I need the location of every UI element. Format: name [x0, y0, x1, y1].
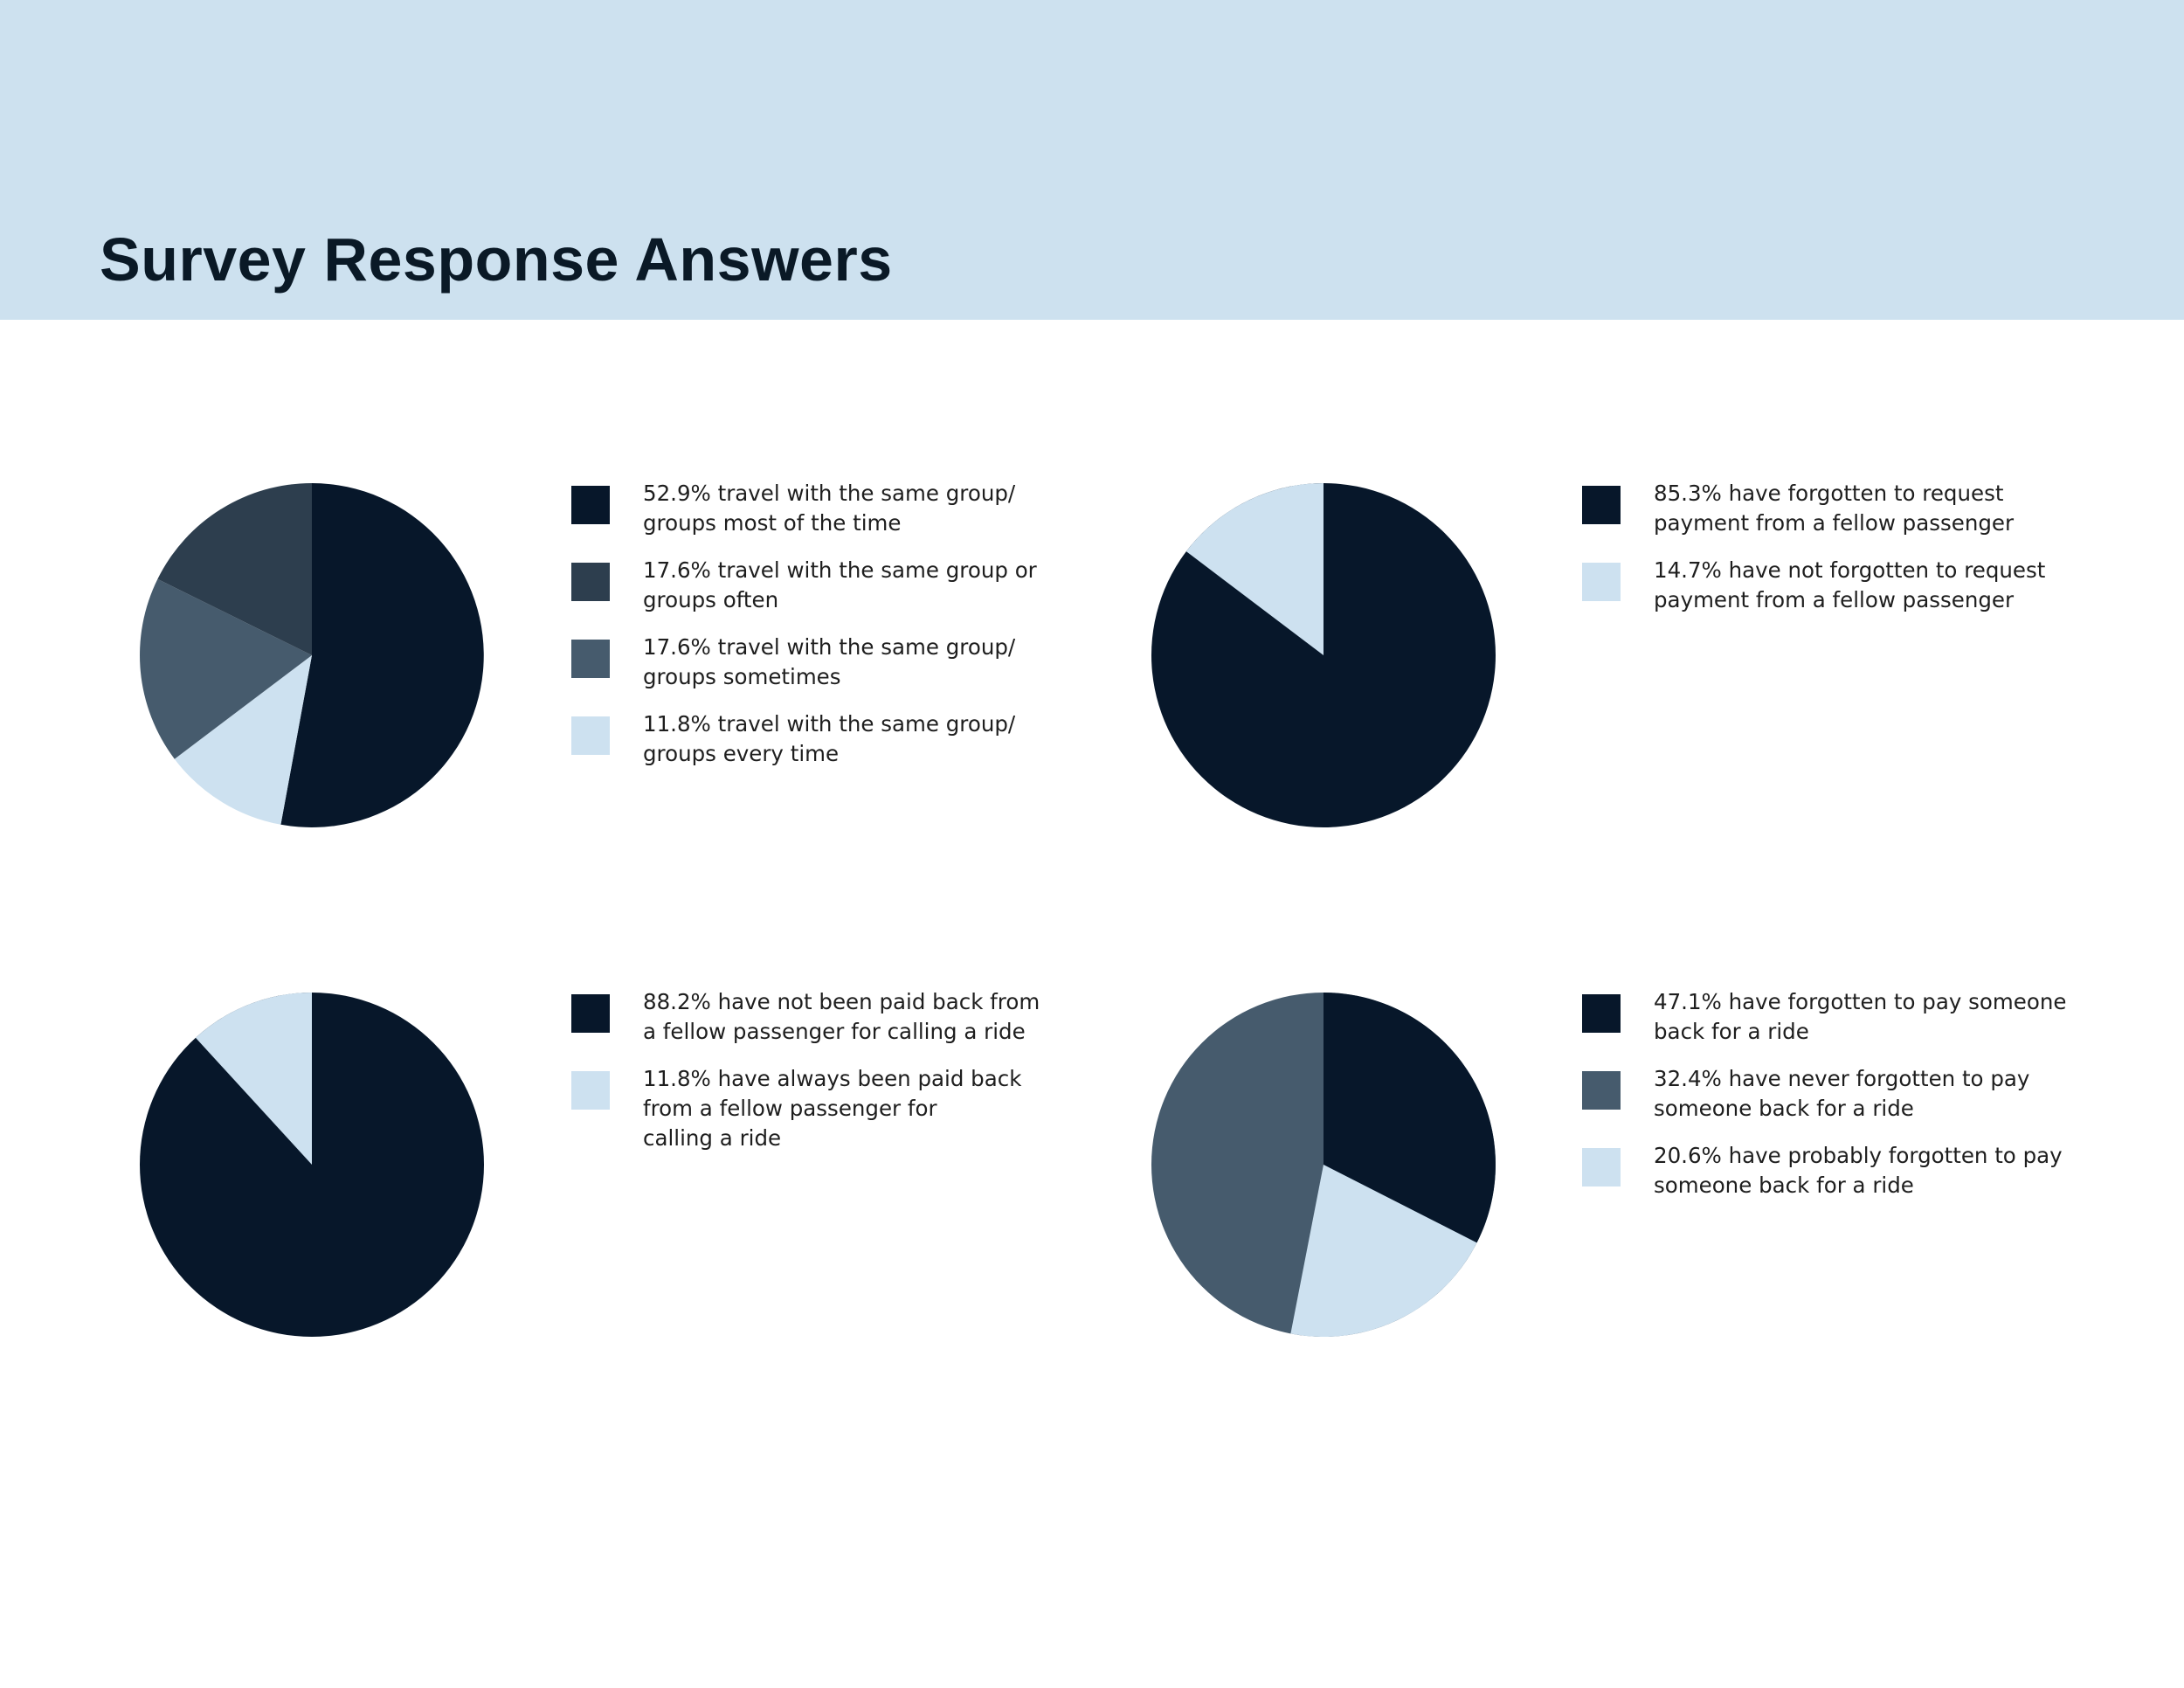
pie-chart-pay-someone-back: [1151, 993, 1496, 1338]
legend-swatch: [1582, 1148, 1621, 1186]
legend-item: 11.8% have always been paid back from a …: [571, 1064, 1061, 1153]
legend-label: 52.9% travel with the same group/ groups…: [643, 481, 1016, 536]
legend-label: 20.6% have probably forgotten to pay som…: [1654, 1143, 2063, 1198]
legend-label: 14.7% have not forgotten to request paym…: [1654, 557, 2046, 612]
legend-swatch: [1582, 994, 1621, 1033]
legend-pay-someone-back: 47.1% have forgotten to pay someone back…: [1582, 987, 2071, 1218]
legend-item: 85.3% have forgotten to request payment …: [1582, 479, 2071, 538]
legend-label: 11.8% have always been paid back from a …: [643, 1066, 1022, 1151]
legend-label: 47.1% have forgotten to pay someone back…: [1654, 989, 2067, 1044]
legend-paid-back: 88.2% have not been paid back from a fel…: [571, 987, 1061, 1171]
pie-slice-most-of-the-time: [280, 483, 484, 827]
legend-item: 11.8% travel with the same group/ groups…: [571, 709, 1061, 769]
pie-slice-not-forgotten: [1185, 483, 1324, 655]
pie-slice-sometimes: [140, 578, 312, 759]
legend-item: 47.1% have forgotten to pay someone back…: [1582, 987, 2071, 1047]
pie-chart-request-payment: [1151, 483, 1496, 827]
legend-label: 11.8% travel with the same group/ groups…: [643, 711, 1016, 766]
legend-item: 14.7% have not forgotten to request paym…: [1582, 556, 2071, 615]
page-header: Survey Response Answers: [0, 0, 2184, 320]
pie-chart-group-travel: [140, 483, 484, 827]
legend-swatch: [571, 486, 610, 524]
legend-request-payment: 85.3% have forgotten to request payment …: [1582, 479, 2071, 633]
legend-group-travel: 52.9% travel with the same group/ groups…: [571, 479, 1061, 786]
legend-item: 17.6% travel with the same group or grou…: [571, 556, 1061, 615]
legend-swatch: [571, 640, 610, 678]
legend-swatch: [1582, 1071, 1621, 1110]
legend-item: 32.4% have never forgotten to pay someon…: [1582, 1064, 2071, 1124]
page-title: Survey Response Answers: [100, 225, 893, 294]
legend-label: 17.6% travel with the same group or grou…: [643, 557, 1037, 612]
pie-slice-forgotten: [1324, 993, 1496, 1243]
legend-swatch: [571, 563, 610, 601]
legend-swatch: [571, 1071, 610, 1110]
legend-label: 32.4% have never forgotten to pay someon…: [1654, 1066, 2030, 1121]
legend-swatch: [1582, 486, 1621, 524]
pie-slice-often: [157, 483, 312, 655]
pie-slice-probably-forgotten: [1290, 1165, 1477, 1338]
legend-item: 20.6% have probably forgotten to pay som…: [1582, 1141, 2071, 1200]
legend-item: 17.6% travel with the same group/ groups…: [571, 633, 1061, 692]
legend-swatch: [571, 716, 610, 755]
pie-slice-every-time: [174, 655, 312, 825]
legend-swatch: [1582, 563, 1621, 601]
legend-item: 88.2% have not been paid back from a fel…: [571, 987, 1061, 1047]
legend-label: 85.3% have forgotten to request payment …: [1654, 481, 2015, 536]
legend-label: 88.2% have not been paid back from a fel…: [643, 989, 1040, 1044]
legend-item: 52.9% travel with the same group/ groups…: [571, 479, 1061, 538]
pie-chart-paid-back: [140, 993, 484, 1337]
pie-slice-always-paid-back: [195, 993, 312, 1165]
legend-label: 17.6% travel with the same group/ groups…: [643, 634, 1016, 689]
legend-swatch: [571, 994, 610, 1033]
